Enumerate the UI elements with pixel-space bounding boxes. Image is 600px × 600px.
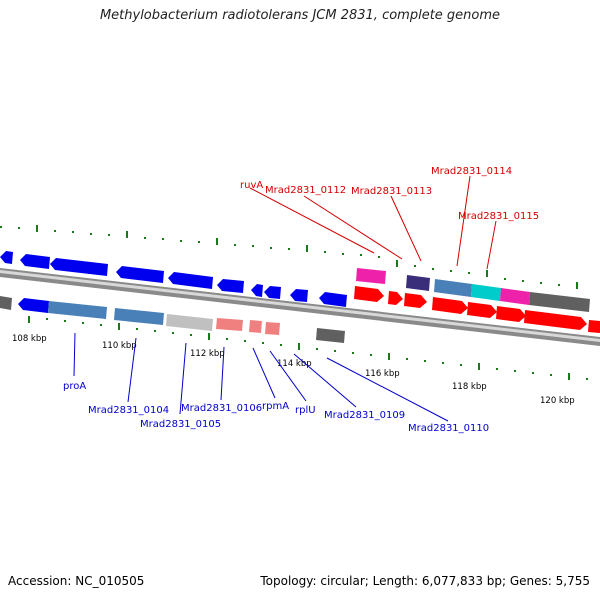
forward-gene-labels: ruvA Mrad2831_0112 Mrad2831_0113 Mrad283…	[240, 166, 539, 222]
gene-label: Mrad2831_0115	[458, 211, 539, 222]
forward-leader-lines	[249, 175, 497, 270]
reverse-leader-lines	[73, 332, 449, 422]
gene-ruvA	[356, 268, 386, 284]
gene-Mrad2831_0114	[471, 284, 501, 301]
genome-summary-text: Topology: circular; Length: 6,077,833 bp…	[260, 574, 590, 588]
gene-next-forward	[529, 292, 590, 312]
ruler-label: 110 kbp	[102, 341, 137, 351]
ruler-labels: 108 kbp 110 kbp 112 kbp 114 kbp 116 kbp …	[12, 334, 575, 406]
outer-tick-marks	[0, 225, 578, 289]
ruler-label: 118 kbp	[452, 382, 487, 392]
gene-label: Mrad2831_0106	[181, 403, 262, 414]
gene-label: rplU	[295, 405, 316, 416]
gene-label: Mrad2831_0105	[140, 419, 221, 430]
forward-genes-row2	[354, 286, 600, 333]
gene-label: proA	[63, 381, 86, 392]
inner-tick-marks	[28, 316, 588, 380]
ruler-label: 108 kbp	[12, 334, 47, 344]
gene-Mrad2831_0115	[500, 288, 530, 305]
gene-label: Mrad2831_0110	[408, 423, 489, 434]
reverse-genes-row1	[0, 251, 347, 307]
ruler-label: 112 kbp	[190, 349, 225, 359]
gene-label: Mrad2831_0112	[265, 185, 346, 196]
ruler-label: 114 kbp	[277, 359, 312, 369]
forward-genes-row1	[356, 268, 590, 312]
reverse-genes-row2	[0, 296, 345, 343]
genome-title: Methylobacterium radiotolerans JCM 2831,…	[99, 8, 501, 23]
gene-label: Mrad2831_0113	[351, 186, 432, 197]
gene-label: rpmA	[262, 401, 289, 412]
ruler-label: 116 kbp	[365, 369, 400, 379]
gene-label: ruvA	[240, 180, 263, 191]
gene-label: Mrad2831_0104	[88, 405, 169, 416]
gene-Mrad2831_0112	[406, 275, 430, 291]
gene-label: Mrad2831_0109	[324, 410, 405, 421]
reverse-gene-labels: proA Mrad2831_0104 Mrad2831_0105 Mrad283…	[63, 381, 489, 434]
gene-label: Mrad2831_0114	[431, 166, 512, 177]
gene-Mrad2831_0113	[434, 279, 472, 297]
accession-text: Accession: NC_010505	[8, 574, 145, 588]
genome-backbone	[0, 268, 600, 346]
ruler-label: 120 kbp	[540, 396, 575, 406]
